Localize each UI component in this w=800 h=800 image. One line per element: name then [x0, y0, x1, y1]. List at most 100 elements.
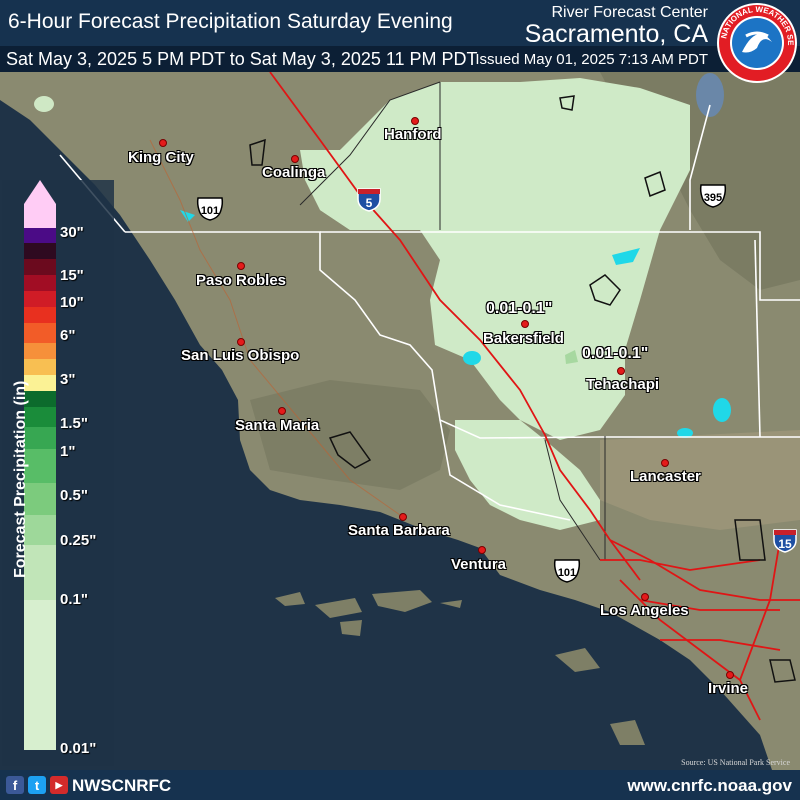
island-santa-cruz — [372, 590, 432, 612]
city-marker — [399, 513, 407, 521]
city-marker — [159, 139, 167, 147]
city-label-los-angeles: Los Angeles — [600, 602, 689, 619]
footer-bar — [0, 770, 800, 800]
period-bar — [0, 46, 800, 72]
legend-swatch-10 — [24, 275, 56, 291]
social-icons: f t ▶ — [6, 776, 68, 794]
coastal-range-shading — [250, 380, 450, 490]
island-san-nicolas — [340, 620, 362, 636]
org-name: River Forecast Center — [551, 4, 709, 21]
us-route-shield-icon: 101 — [553, 559, 581, 583]
city-marker — [478, 546, 486, 554]
legend-label-3: 3" — [60, 371, 76, 388]
legend-label-10: 10" — [60, 294, 84, 311]
island-san-clemente — [610, 720, 645, 745]
city-label-ventura: Ventura — [451, 556, 507, 573]
us-101-north-label: 101 — [201, 205, 219, 217]
legend-swatch-0-01 — [24, 600, 56, 750]
legend-swatch-20 — [24, 228, 56, 243]
legend-label-0-01: 0.01" — [60, 740, 97, 757]
legend-swatch-3 — [24, 343, 56, 359]
highways — [269, 71, 800, 721]
nws-logo[interactable]: NATIONAL WEATHER SERVICE — [716, 2, 798, 84]
legend-label-0-25: 0.25" — [60, 532, 97, 549]
city-label-santa-barbara: Santa Barbara — [348, 522, 450, 539]
legend-swatch-30 — [24, 204, 56, 228]
legend-swatch-15 — [24, 243, 56, 259]
facebook-icon[interactable]: f — [6, 776, 24, 794]
page-title: 6-Hour Forecast Precipitation Saturday E… — [8, 10, 453, 33]
legend-swatch-1-25 — [24, 391, 56, 407]
us-route-shield-icon: 395 — [699, 184, 727, 208]
borders — [59, 104, 800, 521]
interstate-shield-icon: 15 — [773, 529, 797, 553]
us-101-south-label: 101 — [558, 567, 576, 579]
legend-swatch-1-5 — [24, 375, 56, 391]
city-label-bakersfield: Bakersfield — [483, 330, 564, 347]
city-label-king-city: King City — [128, 149, 194, 166]
lake-buena-vista — [463, 351, 481, 365]
issued-time: Issued May 01, 2025 7:13 AM PDT — [475, 51, 708, 68]
legend-swatch-0-25 — [24, 515, 56, 545]
precip-area-0-01-valley — [320, 82, 440, 230]
precip-patch-tehachapi — [565, 350, 578, 364]
legend-swatch-1 — [24, 407, 56, 427]
city-marker — [641, 593, 649, 601]
city-label-coalinga: Coalinga — [262, 164, 326, 181]
forecast-period: Sat May 3, 2025 5 PM PDT to Sat May 3, 2… — [6, 49, 478, 69]
city-marker — [278, 407, 286, 415]
legend-swatch-2 — [24, 359, 56, 375]
youtube-icon[interactable]: ▶ — [50, 776, 68, 794]
legend-label-6: 6" — [60, 327, 76, 344]
city-marker — [661, 459, 669, 467]
bay-patch — [34, 96, 54, 112]
legend-label-30: 30" — [60, 224, 84, 241]
city-label-tehachapi: Tehachapi — [586, 376, 660, 393]
map-source-credit: Source: US National Park Service — [681, 758, 790, 767]
amount-label-bakersfield: 0.01-0.1" — [486, 300, 553, 317]
legend-swatch-12 — [24, 259, 56, 275]
legend-swatch-0-35 — [24, 483, 56, 515]
city-label-irvine: Irvine — [708, 680, 749, 697]
island-anacapa — [440, 600, 462, 608]
city-label-san-luis-obispo: San Luis Obispo — [181, 347, 300, 364]
minor-roads — [149, 139, 401, 516]
county-lines — [299, 81, 606, 561]
city-marker — [291, 155, 299, 163]
legend-swatch-8 — [24, 291, 56, 307]
lake-nacimiento — [180, 210, 195, 222]
legend-label-15: 15" — [60, 267, 84, 284]
lake-rosamond — [713, 398, 731, 422]
legend-panel — [2, 180, 114, 766]
us-395-label: 395 — [704, 192, 722, 204]
city-marker — [521, 320, 529, 328]
twitter-icon[interactable]: t — [28, 776, 46, 794]
city-label-santa-maria: Santa Maria — [235, 417, 320, 434]
city-marker — [726, 671, 734, 679]
island-san-miguel — [275, 592, 305, 606]
legend-title: Forecast Precipitation (in) — [12, 380, 29, 578]
legend-swatch-0-75 — [24, 427, 56, 449]
desert-shading — [600, 430, 800, 530]
lake-tahoe-region — [696, 73, 724, 117]
legend-swatch-6 — [24, 307, 56, 323]
island-santa-catalina — [555, 648, 600, 672]
lake-rogers — [677, 428, 693, 438]
legend-swatch-0-5 — [24, 449, 56, 483]
us-route-shield-icon: 101 — [196, 197, 224, 221]
city-label-hanford: Hanford — [384, 126, 442, 143]
city-marker — [617, 367, 625, 375]
website-link[interactable]: www.cnrfc.noaa.gov — [627, 776, 792, 795]
city-label-paso-robles: Paso Robles — [196, 272, 287, 289]
legend-label-0-1: 0.1" — [60, 591, 88, 608]
interstate-5-north-label: 5 — [366, 196, 373, 210]
city-marker — [237, 262, 245, 270]
island-santa-rosa — [315, 598, 362, 618]
legend-label-1: 1" — [60, 443, 76, 460]
legend-label-0-5: 0.5" — [60, 487, 88, 504]
social-handle[interactable]: NWSCNRFC — [72, 776, 172, 795]
interstate-15-label: 15 — [778, 537, 792, 551]
office-name: Sacramento, CA — [524, 20, 708, 48]
interstate-shield-icon: 5 — [357, 188, 381, 212]
lake-isabella — [612, 248, 640, 265]
